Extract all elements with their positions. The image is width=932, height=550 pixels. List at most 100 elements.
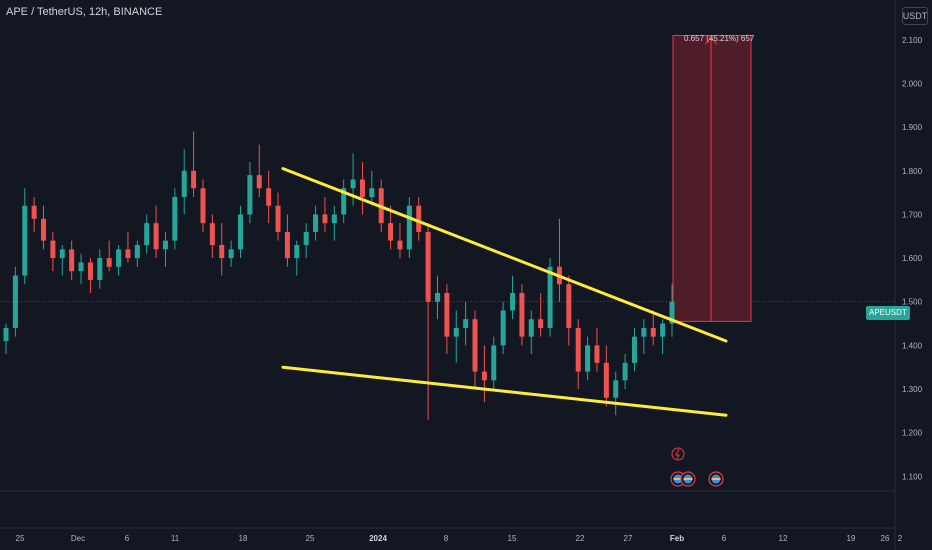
price-tick-label: 1.700 [902, 210, 923, 219]
candle-body [247, 175, 253, 215]
candle-body [425, 231, 431, 302]
trendlines [281, 167, 728, 417]
candle [219, 223, 225, 276]
candle [153, 205, 159, 259]
price-tick-label: 1.800 [902, 167, 923, 176]
candle [322, 196, 328, 232]
candle-body [622, 362, 628, 381]
candle-body [50, 240, 56, 259]
candle [585, 336, 591, 381]
candle-body [416, 205, 422, 232]
earnings-icon [680, 471, 696, 487]
candle-body [650, 327, 656, 337]
time-tick-label: 12 [779, 534, 788, 543]
time-tick-label: Dec [71, 534, 85, 543]
candle [453, 310, 459, 363]
candle [603, 345, 609, 407]
candle [247, 162, 253, 224]
candle [116, 244, 122, 276]
candle [613, 371, 619, 416]
price-tick-label: 1.100 [902, 472, 923, 481]
candle [669, 284, 675, 337]
candle-body [566, 284, 572, 328]
time-tick-label: 18 [239, 534, 248, 543]
time-tick-label: 8 [444, 534, 449, 543]
candle [369, 170, 375, 206]
candle-body [444, 293, 450, 337]
candle [341, 179, 347, 224]
target-zone [672, 34, 752, 322]
candle [228, 240, 234, 267]
candle [294, 240, 300, 276]
candle [209, 214, 215, 259]
time-tick-label: 2024 [369, 534, 387, 543]
candle-body [12, 275, 18, 328]
candle-body [528, 319, 534, 337]
candle [31, 196, 37, 232]
candle-body [162, 240, 168, 250]
candle [481, 345, 487, 403]
candle [144, 214, 150, 254]
candle [510, 275, 516, 320]
candle [97, 249, 103, 289]
candle-body [434, 293, 440, 302]
candle-body [134, 244, 140, 259]
candle-body [106, 258, 112, 267]
candle-body [284, 231, 290, 259]
earnings-icon [708, 471, 724, 487]
candle-body [472, 319, 478, 372]
candle [463, 301, 469, 346]
candle-body [172, 196, 178, 241]
candle [500, 301, 506, 355]
candle-body [594, 345, 600, 363]
time-tick-label: 19 [847, 534, 856, 543]
candle-body [97, 258, 103, 280]
candle-body [219, 244, 225, 259]
candle [256, 144, 262, 197]
candle-body [256, 175, 262, 189]
candle-body [313, 214, 319, 232]
candle [162, 231, 168, 267]
candle [444, 284, 450, 355]
candle [134, 240, 140, 267]
candle-body [78, 262, 84, 272]
candle [594, 327, 600, 372]
trendline-upper [281, 167, 728, 343]
candle-body [22, 205, 28, 276]
candle-body [613, 380, 619, 398]
candle [275, 192, 281, 241]
candle [22, 188, 28, 285]
candle [519, 284, 525, 346]
price-tick-label: 1.200 [902, 429, 923, 438]
candle-body [463, 319, 469, 328]
candle-body [481, 371, 487, 381]
candle-body [116, 249, 122, 267]
candle-body [31, 205, 37, 219]
trendline-lower [281, 365, 728, 417]
candle-body [575, 327, 581, 372]
measure-label: 0.657 (45.21%) 657 [684, 34, 755, 43]
currency-button[interactable]: USDT [902, 7, 928, 25]
candle [78, 253, 84, 285]
candle-body [631, 336, 637, 363]
candle-body [359, 179, 365, 197]
candle [106, 240, 112, 272]
time-axis: 25 Dec 6 11 18 25 2024 8 15 22 27 Feb 6 12 19 26 2 [16, 534, 903, 543]
candle-body [538, 319, 544, 328]
target-arrow-head [704, 36, 718, 45]
candle [650, 310, 656, 346]
time-tick-label: 26 [881, 534, 890, 543]
candle [416, 196, 422, 241]
price-tick-label: 1.900 [902, 123, 923, 132]
candle [472, 310, 478, 390]
candle-body [500, 310, 506, 346]
candles [3, 131, 675, 420]
candle [87, 258, 93, 294]
candle-body [660, 323, 666, 337]
candle [331, 205, 337, 241]
target-rect [672, 34, 752, 322]
candle [575, 319, 581, 390]
candle-body [406, 205, 412, 250]
time-tick-label: 22 [576, 534, 585, 543]
